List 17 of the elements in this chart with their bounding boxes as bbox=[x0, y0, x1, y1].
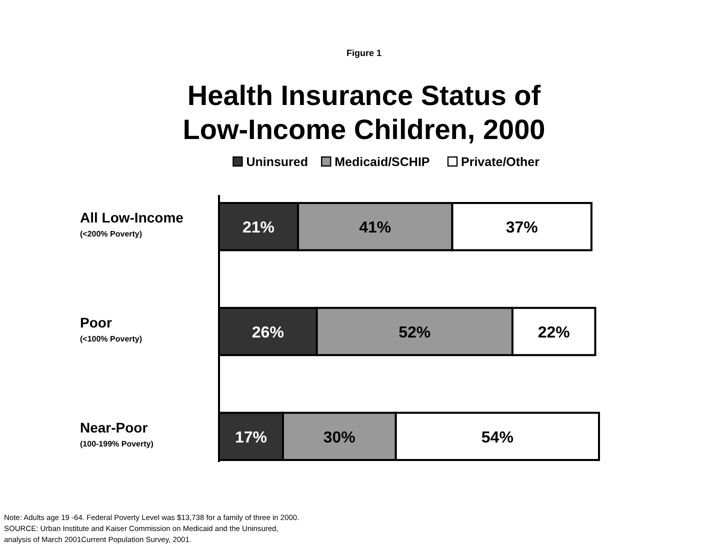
y-tick-label: Poor (<100% Poverty) bbox=[80, 314, 142, 344]
data-label: 21% bbox=[242, 220, 275, 237]
y-tick-label: All Low-Income (<200% Poverty) bbox=[80, 210, 184, 239]
data-label: 26% bbox=[252, 324, 284, 342]
data-label: 37% bbox=[506, 220, 538, 237]
legend-label: Uninsured bbox=[246, 155, 308, 169]
data-label: 54% bbox=[481, 429, 514, 446]
chart-subtitle: Figure 1 bbox=[346, 48, 382, 58]
data-label: 52% bbox=[398, 324, 431, 342]
y-tick-label: Near-Poor (100-199% Poverty) bbox=[80, 419, 154, 448]
data-label: 22% bbox=[538, 324, 570, 342]
data-label: 17% bbox=[234, 429, 267, 446]
legend-label: Private/Other bbox=[461, 155, 540, 169]
chart-title: Health Insurance Status of Low-Income Children, 2000 bbox=[182, 80, 546, 145]
legend-label: Medicaid/SCHIP bbox=[334, 155, 430, 169]
data-label: 41% bbox=[359, 220, 392, 237]
data-label: 30% bbox=[323, 429, 356, 446]
